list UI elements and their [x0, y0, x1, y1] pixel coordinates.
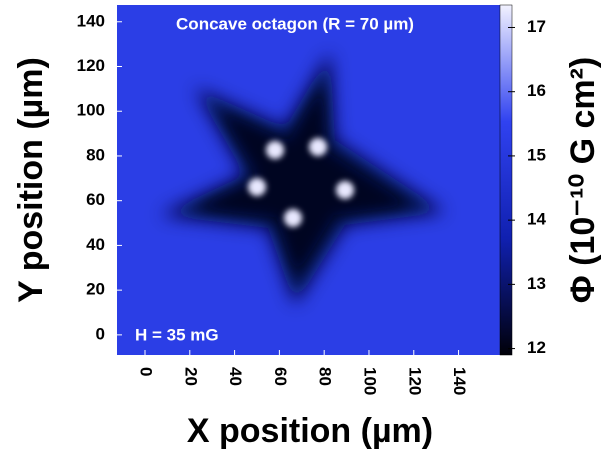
x-tick-label: 120: [405, 367, 424, 395]
x-tick-label: 0: [137, 367, 156, 376]
heatmap-image: [117, 5, 500, 355]
chart-title: Concave octagon (R = 70 µm): [176, 14, 414, 33]
y-tick-label: 140: [77, 11, 105, 30]
x-tick-label: 140: [450, 367, 469, 395]
y-tick-label: 120: [77, 56, 105, 75]
x-tick-label: 80: [316, 367, 335, 386]
x-tick-label: 20: [181, 367, 200, 386]
colorbar-label: Φ (10⁻¹⁰ G cm²): [564, 57, 602, 304]
colorbar-tick-label: 14: [527, 210, 546, 229]
colorbar-tick-label: 17: [527, 17, 546, 36]
y-tick-label: 80: [86, 145, 105, 164]
colorbar-tick-label: 15: [527, 145, 546, 164]
x-tick-label: 100: [360, 367, 379, 395]
y-tick-label: 60: [86, 190, 105, 209]
x-tick-label: 60: [271, 367, 290, 386]
y-tick-label: 100: [77, 101, 105, 120]
x-tick-label: 40: [226, 367, 245, 386]
y-tick-label: 20: [86, 280, 105, 299]
colorbar: [500, 5, 512, 355]
x-axis-label: X position (µm): [187, 412, 433, 450]
colorbar-tick-label: 13: [527, 274, 546, 293]
y-tick-label: 0: [96, 324, 105, 343]
y-axis-label: Y position (µm): [12, 57, 50, 303]
colorbar-tick-label: 16: [527, 81, 546, 100]
annotation: H = 35 mG: [135, 325, 219, 344]
y-tick-label: 40: [86, 235, 105, 254]
chart: Concave octagon (R = 70 µm) H = 35 mG X …: [0, 0, 609, 456]
colorbar-tick-label: 12: [527, 338, 546, 357]
